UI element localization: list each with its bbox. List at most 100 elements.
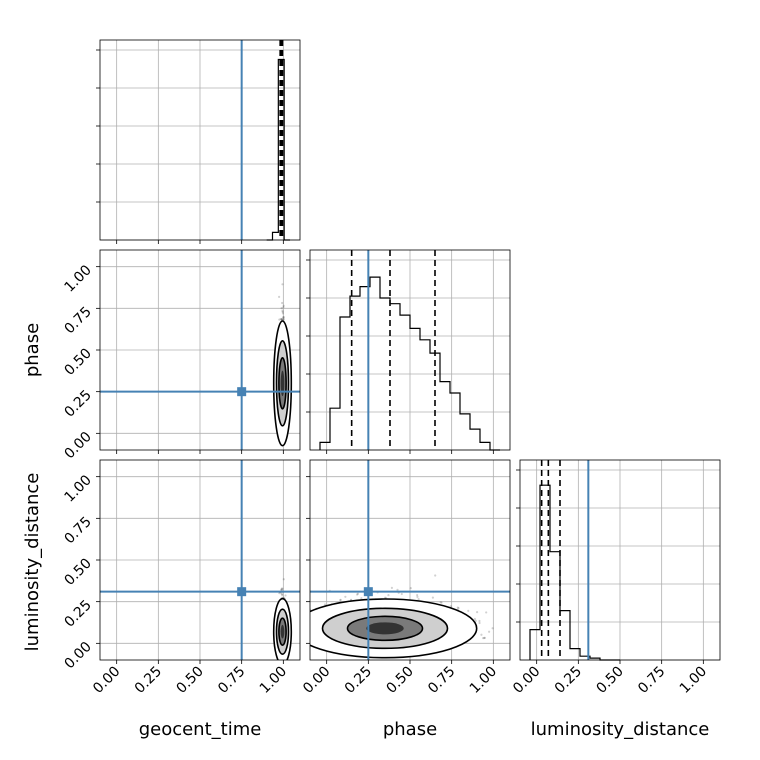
- scatter-point: [280, 587, 283, 590]
- scatter-point: [282, 315, 285, 319]
- contour-level: [280, 624, 285, 639]
- scatter-point: [517, 635, 519, 637]
- x-tick-label: 0.25: [552, 664, 585, 697]
- scatter-point: [482, 637, 485, 640]
- x-tick-label: 1.00: [257, 664, 290, 697]
- scatter-point: [301, 628, 303, 630]
- joint-panel-geocent-time-vs-luminosity-distance: 0.000.250.500.751.000.00 0.25 0.50 0.75 1.00: [61, 459, 301, 697]
- joint-panel-geocent-time-vs-phase: 0.00 0.25 0.50 0.75 1.00: [61, 249, 301, 462]
- y-tick-label: 0.75: [61, 514, 94, 547]
- x-axis-label-geocent-time: geocent_time: [139, 719, 262, 740]
- scatter-point: [478, 619, 481, 623]
- truth-marker: [237, 387, 247, 397]
- x-tick-label: 0.00: [90, 664, 123, 697]
- truth-marker: [237, 587, 247, 597]
- scatter-point: [483, 636, 486, 640]
- scatter-point: [473, 617, 476, 621]
- scatter-point: [281, 310, 284, 313]
- truth-marker: [363, 587, 373, 597]
- scatter-point: [417, 598, 420, 601]
- density-contours: [272, 320, 293, 447]
- scatter-point: [306, 605, 308, 607]
- scatter-point: [457, 606, 460, 610]
- scatter-point: [339, 599, 342, 602]
- scatter-point: [491, 627, 494, 630]
- scatter-point: [306, 623, 308, 625]
- x-axis-label-phase: phase: [383, 719, 437, 740]
- x-axis-label-luminosity-distance: luminosity_distance: [531, 719, 710, 740]
- scatter-point: [434, 574, 437, 577]
- density-contours: [272, 597, 293, 660]
- scatter-point: [323, 603, 327, 606]
- scatter-point: [339, 598, 342, 601]
- scatter-point: [303, 630, 305, 632]
- hist-panel-luminosity-distance: 0.00 0.25 0.50 0.75 1.00: [510, 459, 721, 697]
- x-tick-label: 0.00: [510, 664, 543, 697]
- scatter-point: [439, 601, 442, 604]
- scatter-point: [281, 317, 284, 320]
- scatter-point: [282, 578, 285, 581]
- scatter-point: [280, 317, 283, 321]
- scatter-point: [280, 593, 283, 596]
- y-tick-label: 0.75: [61, 304, 94, 337]
- scatter-point: [282, 304, 285, 307]
- y-axis-label-luminosity-distance: luminosity_distance: [22, 473, 43, 652]
- scatter-point: [280, 307, 283, 310]
- y-tick-label: 0.50: [61, 346, 94, 379]
- scatter-point: [302, 636, 304, 638]
- y-tick-label: 0.50: [61, 556, 94, 589]
- scatter-point: [485, 611, 488, 614]
- x-tick-label: 0.50: [383, 664, 416, 697]
- contour-level: [280, 370, 285, 397]
- x-tick-label: 0.75: [425, 664, 458, 697]
- scatter-point: [416, 595, 419, 598]
- scatter-point: [431, 596, 435, 599]
- scatter-point: [488, 630, 491, 633]
- scatter-point: [301, 628, 303, 630]
- scatter-point: [281, 593, 284, 597]
- scatter-point: [307, 613, 309, 615]
- x-tick-label: 1.00: [467, 664, 500, 697]
- scatter-point: [278, 318, 281, 321]
- scatter-point: [360, 597, 363, 600]
- scatter-point: [456, 606, 459, 609]
- scatter-point: [281, 312, 285, 315]
- scatter-point: [284, 594, 287, 597]
- scatter-point: [416, 593, 419, 597]
- scatter-point: [390, 586, 394, 589]
- scatter-point: [282, 306, 285, 309]
- scatter-point: [302, 628, 304, 630]
- y-tick-label: 0.25: [61, 597, 94, 630]
- y-axis-label-phase: phase: [22, 323, 43, 377]
- y-tick-label: 0.25: [61, 387, 94, 420]
- scatter-point: [387, 594, 390, 597]
- scatter-point: [409, 587, 412, 590]
- hist-panel-geocent-time: [96, 39, 301, 244]
- x-tick-label: 0.75: [635, 664, 668, 697]
- scatter-point: [467, 609, 470, 612]
- histogram-step-phase: [319, 276, 500, 451]
- scatter-point: [282, 316, 285, 319]
- histogram-step-geocent-time: [266, 58, 290, 241]
- scatter-point: [478, 621, 481, 625]
- histogram-step-luminosity-distance: [529, 484, 620, 661]
- scatter-point: [281, 301, 284, 305]
- x-tick-label: 0.50: [593, 664, 626, 697]
- scatter-point: [280, 318, 283, 321]
- contour-level: [366, 622, 404, 635]
- scatter-point: [302, 617, 304, 619]
- x-tick-label: 0.00: [300, 664, 333, 697]
- scatter-point: [396, 588, 399, 591]
- scatter-point: [281, 309, 284, 312]
- scatter-point: [344, 595, 347, 598]
- scatter-point: [476, 611, 479, 614]
- density-contours: [310, 598, 478, 659]
- scatter-point: [279, 317, 282, 321]
- scatter-point: [355, 593, 359, 596]
- hist-panel-phase: [306, 249, 511, 454]
- y-tick-label: 0.00: [61, 429, 94, 462]
- scatter-point: [304, 628, 306, 630]
- scatter-point: [480, 633, 483, 636]
- scatter-point: [440, 601, 443, 604]
